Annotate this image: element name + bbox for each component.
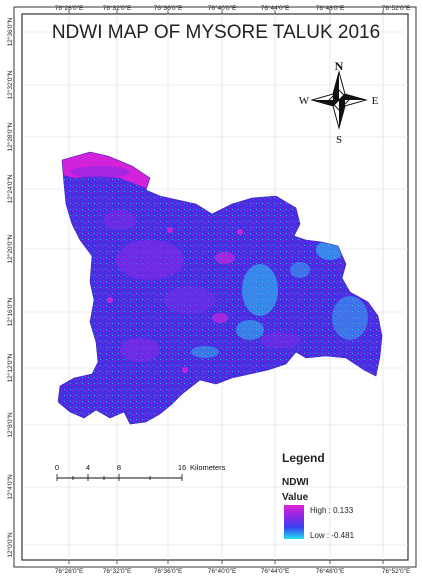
legend-color-ramp [284, 505, 304, 539]
scale-tick-16: 16 [178, 463, 186, 472]
frame-ticks [68, 10, 384, 564]
lat-label: 12°20'0"N [6, 234, 14, 263]
west-label: W [299, 95, 310, 107]
lon-label-top: 76°44'0"E [261, 4, 290, 12]
lon-label-top: 76°36'0"E [154, 4, 183, 12]
lon-label-top: 76°52'0"E [382, 4, 411, 12]
lat-label: 12°4'0"N [6, 474, 14, 500]
legend: Legend NDWI Value High : 0.133 Low : -0.… [282, 451, 355, 540]
lat-label: 12°36'0"N [6, 17, 14, 46]
east-label: E [372, 95, 379, 107]
lon-label-bottom: 76°40'0"E [208, 567, 237, 575]
latitude-labels: 12°36'0"N 12°32'0"N 12°28'0"N 12°24'0"N … [6, 17, 14, 557]
lat-label: 12°28'0"N [6, 122, 14, 151]
map-title: NDWI MAP OF MYSORE TALUK 2016 [52, 22, 380, 43]
lat-label: 12°24'0"N [6, 174, 14, 203]
scale-tick-8: 8 [117, 463, 121, 472]
bottom-longitude-labels: 76°28'0"E 76°32'0"E 76°36'0"E 76°40'0"E … [55, 567, 411, 575]
scale-unit: Kilometers [190, 463, 226, 472]
north-label: N [335, 59, 344, 73]
legend-field: Value [282, 492, 309, 503]
lon-label-top: 76°48'0"E [316, 4, 345, 12]
north-arrow: N W E S [299, 59, 379, 146]
top-longitude-labels: 76°28'0"E 76°32'0"E 76°36'0"E 76°40'0"E … [55, 4, 411, 12]
lat-label: 12°0'0"N [6, 532, 14, 558]
compass-rose-icon [310, 70, 368, 130]
ndwi-raster [57, 151, 383, 425]
legend-heading: Legend [282, 451, 325, 465]
lon-label-top: 76°28'0"E [55, 4, 84, 12]
lon-label-bottom: 76°36'0"E [154, 567, 183, 575]
south-label: S [336, 134, 342, 146]
legend-high-label: High : 0.133 [310, 506, 354, 515]
lon-label-top: 76°32'0"E [103, 4, 132, 12]
legend-low-label: Low : -0.481 [310, 531, 355, 540]
lon-label-bottom: 76°32'0"E [103, 567, 132, 575]
scale-tick-4: 4 [86, 463, 90, 472]
lon-label-bottom: 76°52'0"E [382, 567, 411, 575]
map-neatline [21, 13, 409, 561]
lat-label: 12°8'0"N [6, 412, 14, 438]
scale-tick-0: 0 [55, 463, 59, 472]
scale-bar: 0 4 8 16 Kilometers [55, 463, 226, 481]
lat-label: 12°16'0"N [6, 297, 14, 326]
lon-label-bottom: 76°28'0"E [55, 567, 84, 575]
legend-layer: NDWI [282, 477, 309, 488]
lon-label-bottom: 76°48'0"E [316, 567, 345, 575]
lat-label: 12°32'0"N [6, 70, 14, 99]
lat-label: 12°12'0"N [6, 353, 14, 382]
lon-label-top: 76°40'0"E [208, 4, 237, 12]
lon-label-bottom: 76°44'0"E [261, 567, 290, 575]
